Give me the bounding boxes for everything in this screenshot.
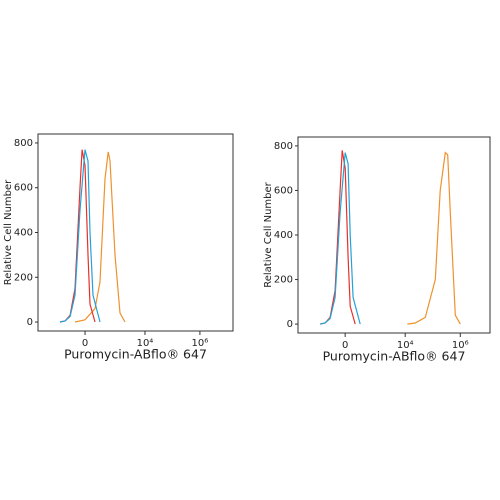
x-tick-label: 0 bbox=[82, 338, 88, 349]
y-tick-label: 400 bbox=[274, 230, 293, 241]
y-tick-label: 800 bbox=[14, 138, 33, 149]
y-axis-title: Relative Cell Number bbox=[3, 179, 14, 285]
y-tick-label: 400 bbox=[14, 228, 33, 239]
x-tick-label: 10⁴ bbox=[397, 340, 414, 351]
y-tick-label: 200 bbox=[274, 275, 293, 286]
histogram-line bbox=[59, 149, 101, 323]
y-tick-label: 600 bbox=[14, 183, 33, 194]
y-tick-label: 200 bbox=[14, 272, 33, 283]
plot-frame bbox=[297, 136, 491, 334]
histogram-line bbox=[319, 152, 361, 325]
x-axis-title: Puromycin-ABflo® 647 bbox=[323, 349, 466, 364]
x-tick-label: 10⁶ bbox=[452, 340, 469, 351]
x-axis-title: Puromycin-ABflo® 647 bbox=[64, 347, 207, 362]
y-axis-title: Relative Cell Number bbox=[263, 181, 274, 287]
y-tick-label: 0 bbox=[27, 317, 33, 328]
histogram-line bbox=[407, 151, 461, 325]
x-tick-label: 0 bbox=[342, 340, 348, 351]
x-tick-label: 10⁶ bbox=[192, 338, 209, 349]
histogram-line bbox=[74, 151, 126, 323]
y-tick-label: 800 bbox=[274, 141, 293, 152]
plot-frame bbox=[37, 133, 234, 332]
y-tick-label: 600 bbox=[274, 185, 293, 196]
y-tick-label: 0 bbox=[287, 319, 293, 330]
x-tick-label: 10⁴ bbox=[137, 338, 154, 349]
